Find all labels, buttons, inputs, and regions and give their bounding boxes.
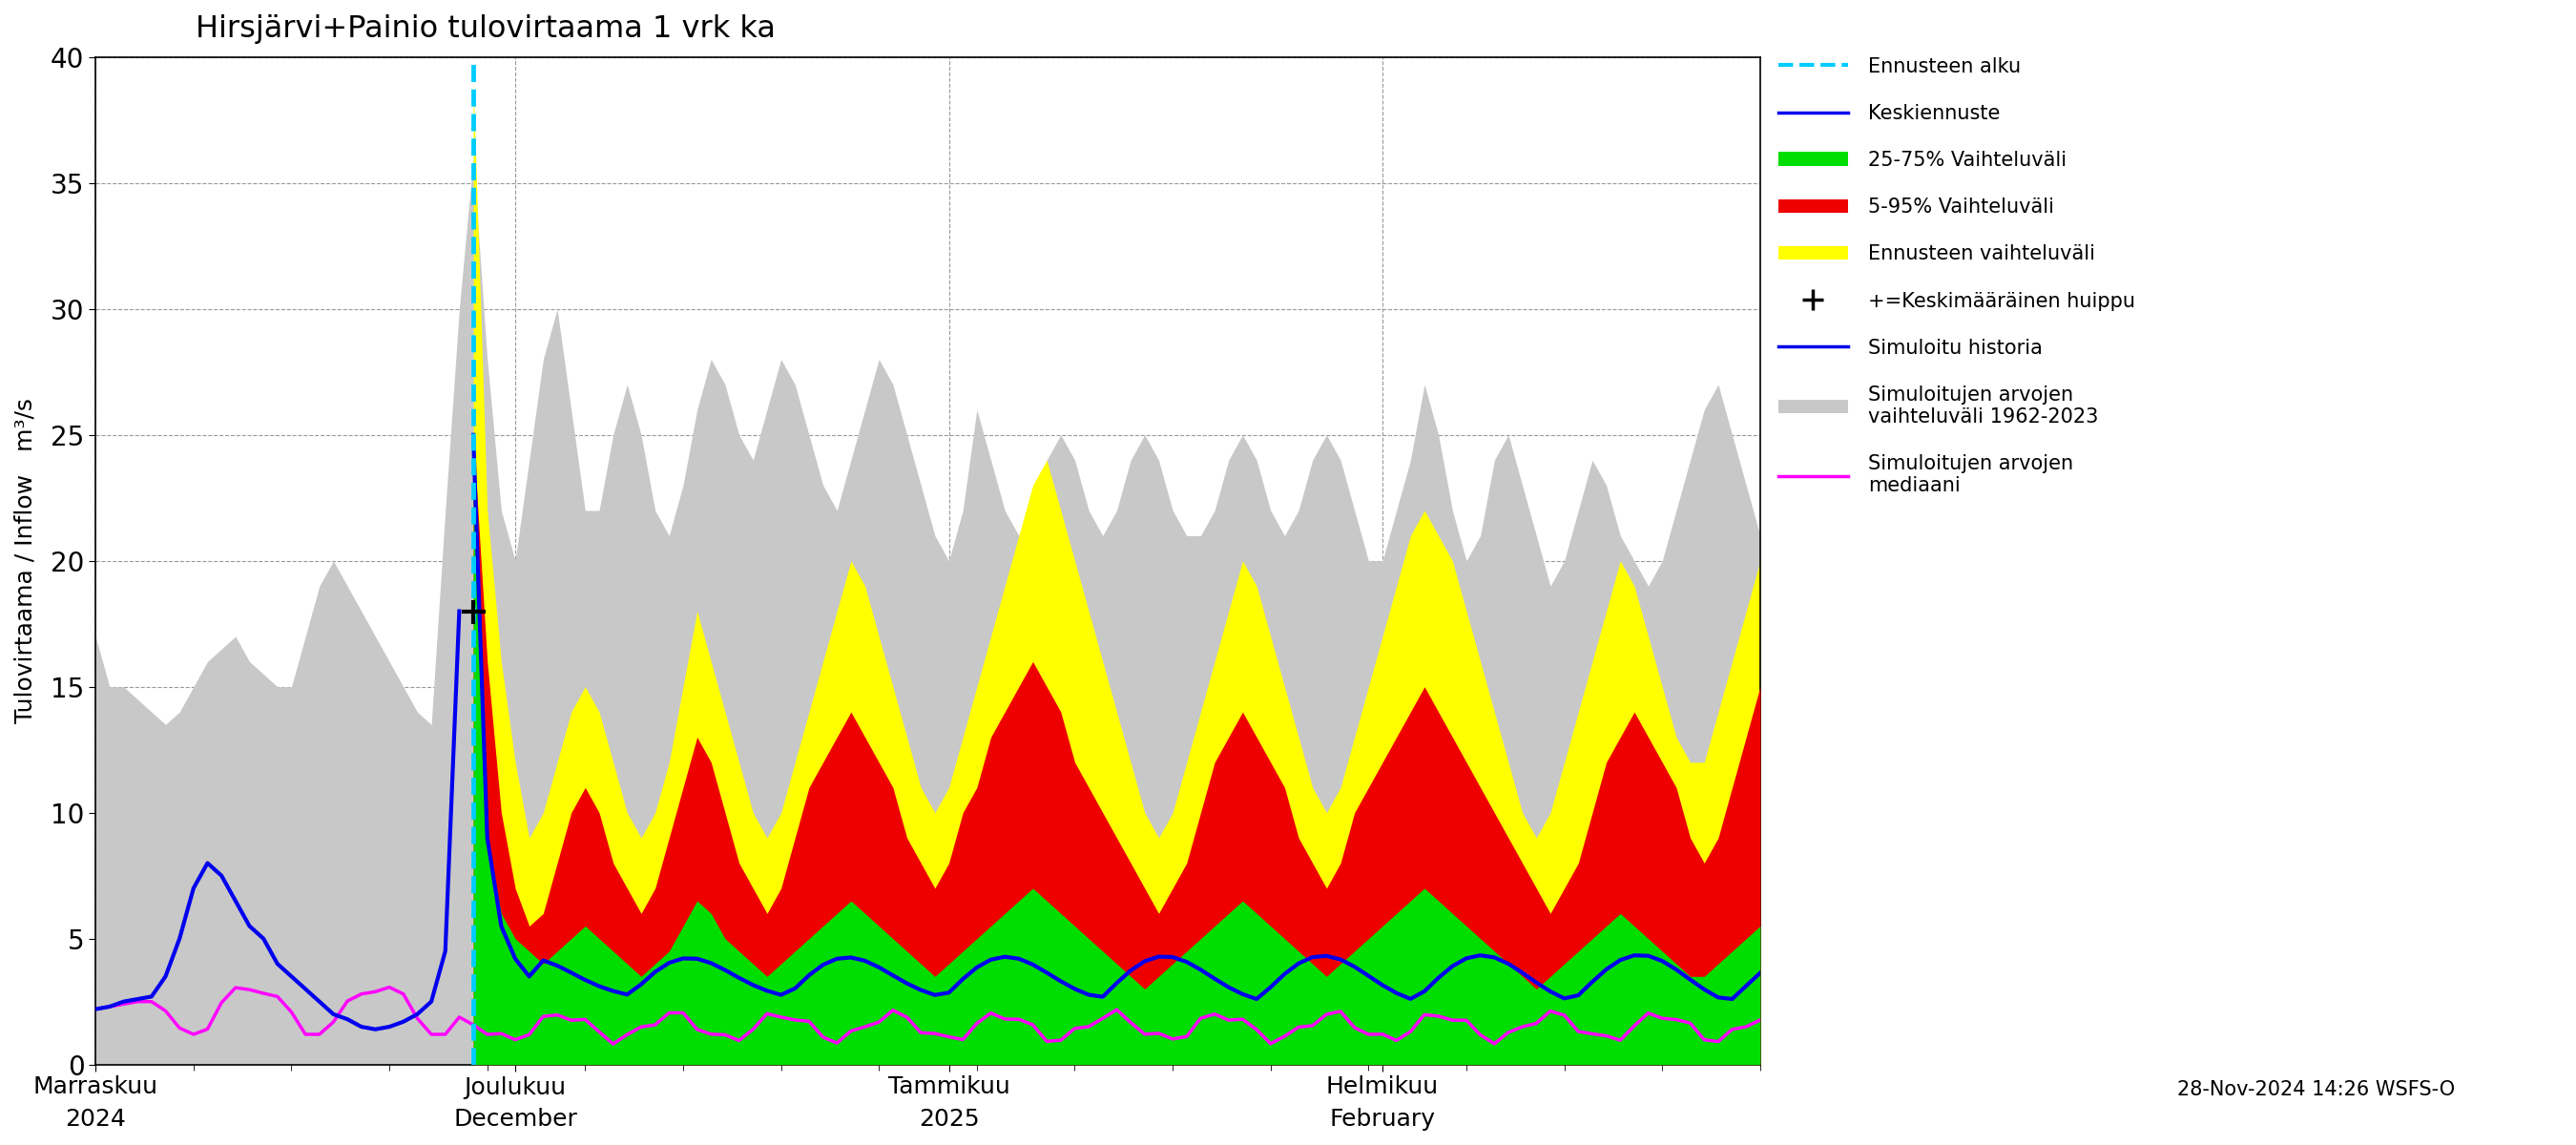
Y-axis label: Tulovirtaama / Inflow   m³/s: Tulovirtaama / Inflow m³/s	[15, 398, 36, 724]
Text: Hirsjärvi+Painio tulovirtaama 1 vrk ka: Hirsjärvi+Painio tulovirtaama 1 vrk ka	[196, 14, 775, 44]
Legend: Ennusteen alku, Keskiennuste, 25-75% Vaihteluväli, 5-95% Vaihteluväli, Ennusteen: Ennusteen alku, Keskiennuste, 25-75% Vai…	[1777, 57, 2136, 496]
Text: 28-Nov-2024 14:26 WSFS-O: 28-Nov-2024 14:26 WSFS-O	[2177, 1080, 2455, 1099]
